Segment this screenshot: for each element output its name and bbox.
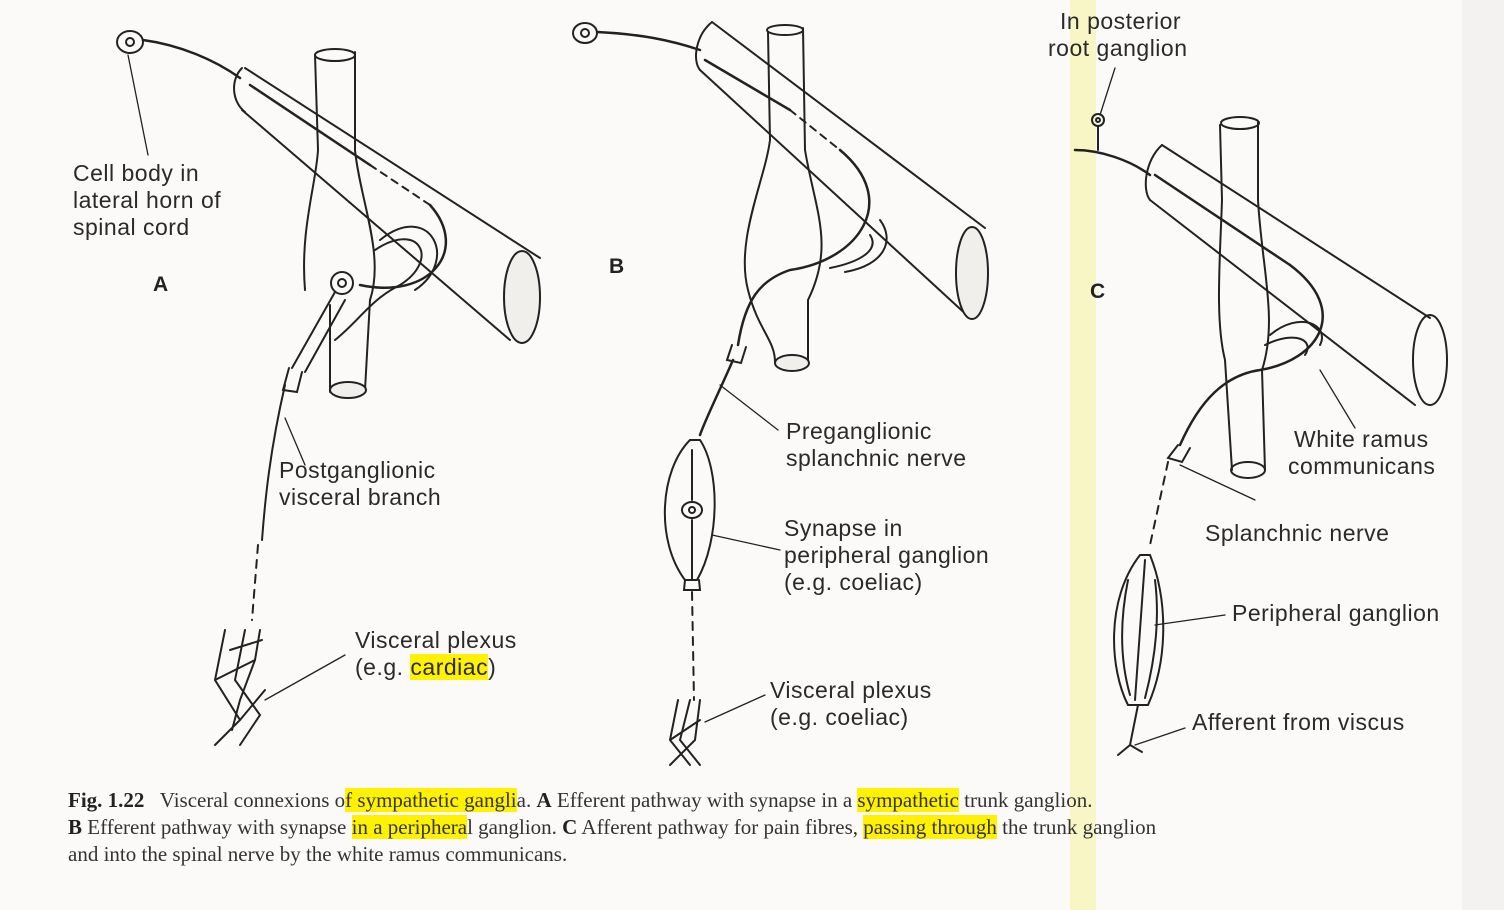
- white-ramus-label: White ramus communicans: [1288, 426, 1436, 479]
- posterior-root-label: In posterior root ganglion: [1048, 8, 1188, 61]
- sympathetic-trunk-a: [304, 52, 375, 392]
- visceral-plexus-a-label: Visceral plexus (e.g. cardiac): [355, 627, 517, 680]
- root-ganglion-cell-c: [1092, 114, 1104, 126]
- spinal-nerve-a: [242, 68, 540, 340]
- visceral-plexus-b: [670, 700, 700, 765]
- splanchnic-label: Splanchnic nerve: [1205, 520, 1390, 546]
- cell-body-label: Cell body in lateral horn of spinal cord: [73, 160, 222, 240]
- peripheral-ganglion-c: [1114, 555, 1163, 705]
- visceral-plexus-b-label: Visceral plexus (e.g. coeliac): [770, 677, 932, 730]
- page-edge-strip: [1462, 0, 1504, 910]
- afferent-label: Afferent from viscus: [1192, 709, 1405, 735]
- postganglionic-label: Postganglionic visceral branch: [279, 457, 442, 510]
- sympathetic-trunk-b: [745, 28, 822, 362]
- preganglionic-label: Preganglionic splanchnic nerve: [786, 418, 967, 471]
- panel-letter-c: C: [1090, 280, 1106, 303]
- visceral-plexus-a: [215, 630, 265, 745]
- panel-b-drawing: [573, 22, 988, 765]
- cell-body-b: [573, 23, 597, 43]
- spinal-nerve-c: [1150, 145, 1430, 405]
- peripheral-ganglion-label: Peripheral ganglion: [1232, 600, 1440, 626]
- figure-caption: Fig. 1.22 Visceral connexions of sympath…: [68, 788, 1157, 866]
- cell-body-a: [117, 31, 143, 53]
- sympathetic-trunk-c: [1219, 122, 1269, 470]
- synapse-label: Synapse in peripheral ganglion (e.g. coe…: [784, 515, 990, 595]
- panel-a-drawing: [117, 31, 540, 745]
- panel-c-drawing: [1075, 68, 1447, 755]
- spinal-nerve-b: [700, 22, 985, 318]
- panel-letter-b: B: [609, 255, 625, 278]
- panel-letter-a: A: [153, 273, 169, 296]
- peripheral-ganglion-b: [665, 440, 715, 580]
